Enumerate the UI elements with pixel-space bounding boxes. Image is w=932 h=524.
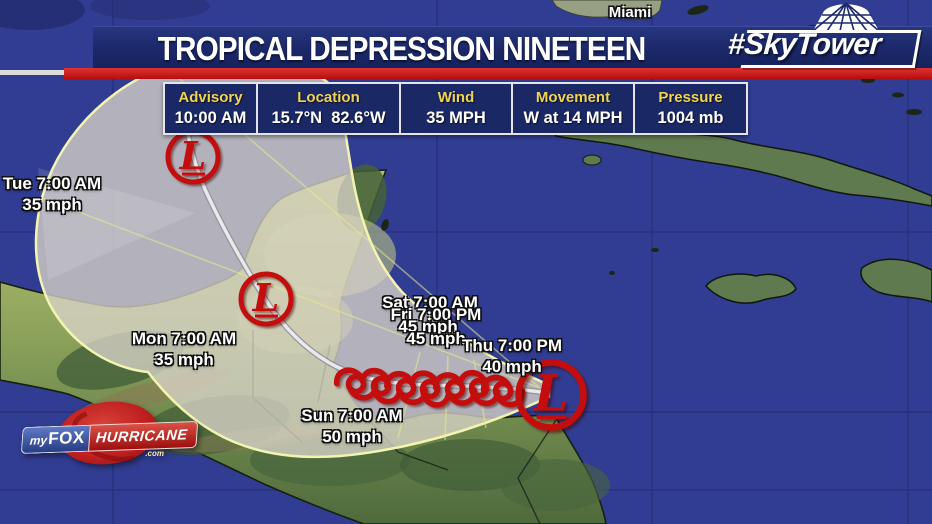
hurricane-red-badge: HURRICANE xyxy=(87,420,199,452)
myfoxhurricane-watermark: my FOX HURRICANE .com xyxy=(20,396,199,470)
stat-cell-movement: Movement W at 14 MPH xyxy=(513,84,635,133)
stat-cell-wind: Wind 35 MPH xyxy=(401,84,513,133)
track-label-sat-wind: 45 mph xyxy=(398,317,458,336)
land-florida xyxy=(551,0,663,20)
svg-text:L: L xyxy=(252,275,280,320)
cone-highlight xyxy=(38,168,195,280)
skytower-wordmark: #SkyTower xyxy=(726,28,882,61)
watermark-dotcom: .com xyxy=(145,449,164,458)
header-bar: TROPICAL DEPRESSION NINETEEN xyxy=(93,26,932,70)
cloud-shading xyxy=(0,0,210,30)
stat-cell-location: Location 15.7°N 82.6°W xyxy=(258,84,401,133)
land-isle-of-youth xyxy=(582,154,602,166)
svg-text:L: L xyxy=(532,365,569,423)
land-hispaniola xyxy=(860,258,932,303)
advisory-stats-table: Advisory 10:00 AM Location 15.7°N 82.6°W… xyxy=(163,82,748,135)
low-icon-current: L xyxy=(515,359,587,431)
low-icon-mon: L xyxy=(238,271,294,327)
forecast-cone xyxy=(34,53,551,459)
track-label-mon: Mon 7:00 AM 35 mph xyxy=(131,329,237,369)
track-label-fri-wind: 45 mph xyxy=(406,329,466,348)
svg-text:L: L xyxy=(179,133,207,178)
page-title: TROPICAL DEPRESSION NINETEEN xyxy=(157,29,646,67)
track-label-sun: Sun 7:00 AM 50 mph xyxy=(301,406,403,446)
red-stripe xyxy=(64,68,932,79)
stat-cell-advisory: Advisory 10:00 AM xyxy=(165,84,258,133)
skytower-logo: #SkyTower xyxy=(726,2,926,70)
track-label-tue: Tue 7:00 AM 35 mph xyxy=(2,174,102,214)
stat-cell-pressure: Pressure 1004 mb xyxy=(657,88,724,127)
land-jamaica xyxy=(705,273,797,304)
city-label-miami: Miami xyxy=(608,4,652,21)
track-label-sat-time: Sat 7:00 AM xyxy=(382,293,478,312)
track-label-fri-time: Fri 7:00 PM xyxy=(390,305,482,324)
track-label-thu: Thu 7:00 PM 40 mph xyxy=(461,336,563,376)
fox-blue-badge: my FOX xyxy=(20,424,90,455)
dome-icon xyxy=(812,2,880,31)
latitude-highlight-line xyxy=(0,70,94,75)
